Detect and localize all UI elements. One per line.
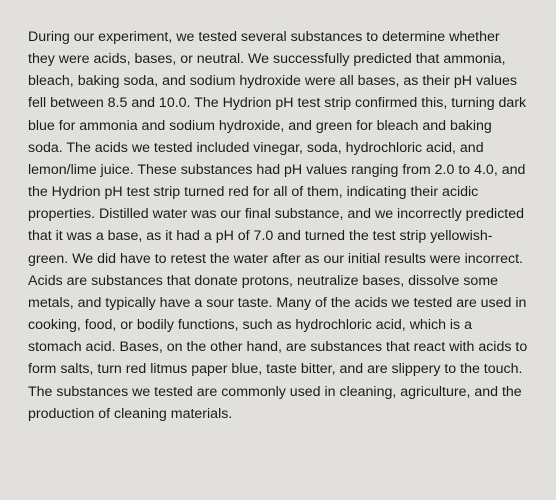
document-body-text: During our experiment, we tested several…: [28, 26, 528, 425]
